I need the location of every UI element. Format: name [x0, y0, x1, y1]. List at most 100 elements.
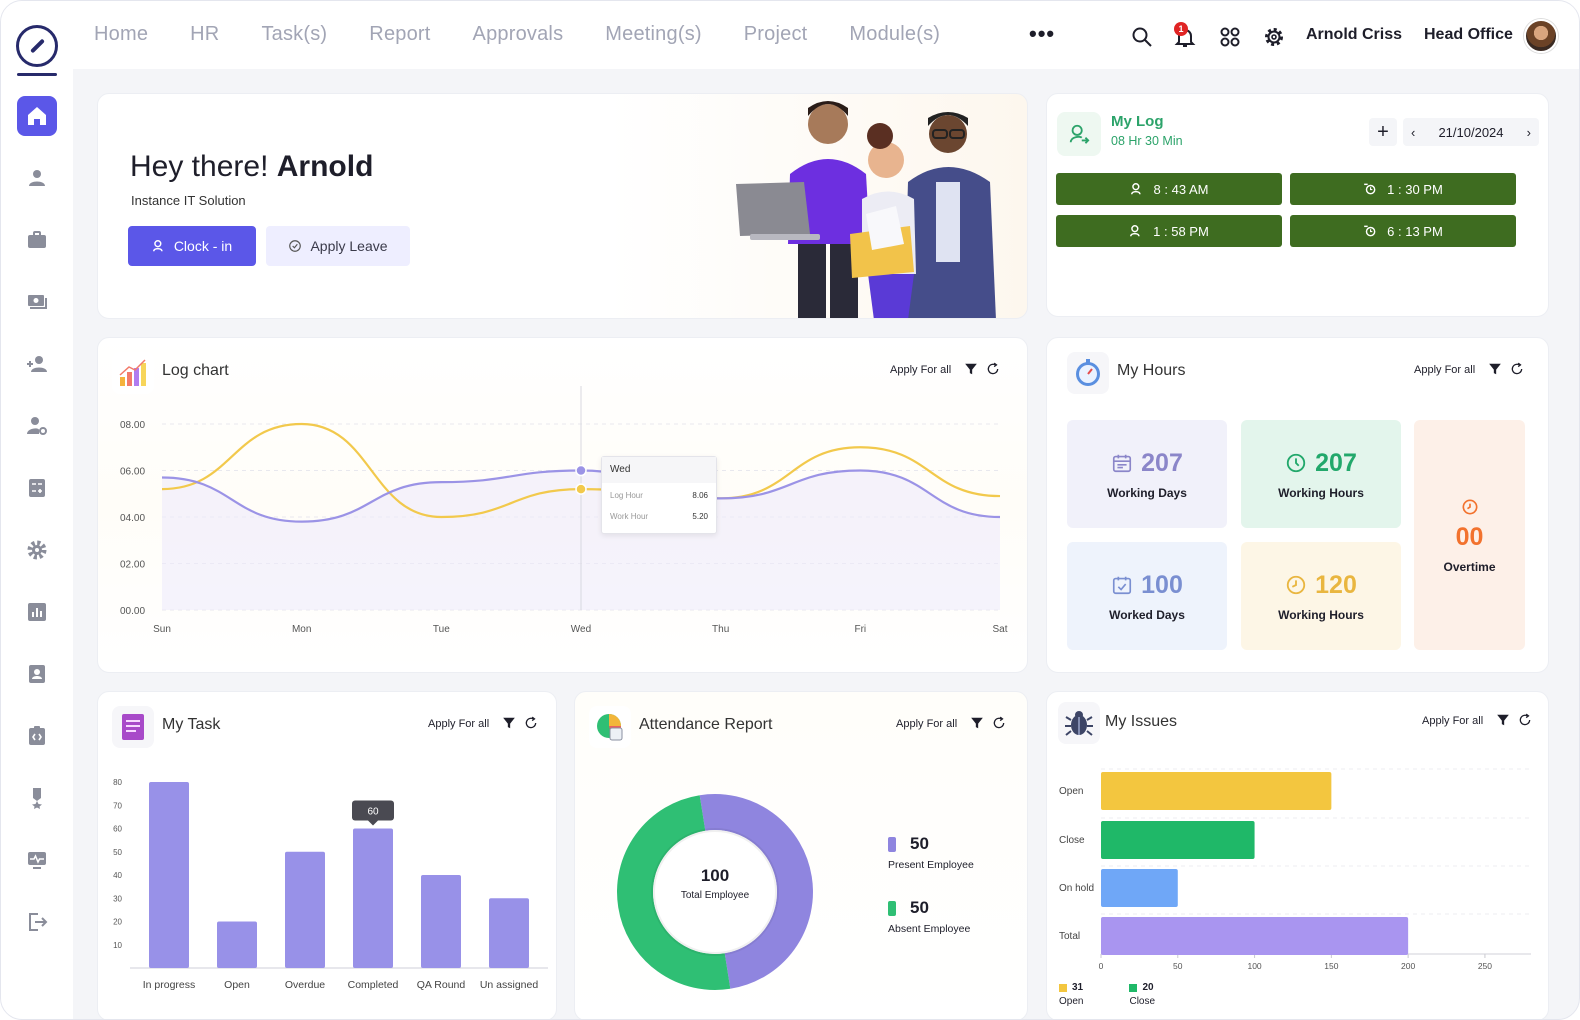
tooltip-day: Wed [602, 457, 716, 483]
calculator-icon[interactable] [17, 468, 57, 508]
present-value: 50 [910, 834, 929, 853]
my-log-card: My Log 08 Hr 30 Min + ‹ 21/10/2024 › 8 :… [1046, 93, 1549, 317]
leave-icon [289, 240, 302, 252]
filter-icon[interactable] [502, 716, 516, 730]
category-label: Close [1059, 835, 1085, 846]
nav-report[interactable]: Report [369, 23, 431, 45]
bar-chart-icon[interactable] [17, 592, 57, 632]
apply-for-all-button[interactable]: Apply For all [896, 718, 958, 730]
nav-modules[interactable]: Module(s) [849, 23, 941, 45]
x-tick-label: Fri [854, 624, 866, 635]
apps-grid-icon[interactable] [1218, 25, 1242, 49]
monitor-pulse-icon[interactable] [17, 840, 57, 880]
clock-out-icon [1364, 183, 1376, 195]
log-entry[interactable]: 8 : 43 AM [1056, 173, 1282, 205]
donut-hole-shadow [651, 828, 779, 956]
tile-number: 207 [1315, 448, 1357, 477]
apply-leave-button[interactable]: Apply Leave [266, 226, 410, 266]
my-issues-card: My Issues Apply For all 0 50 100 150 200 250 O… [1046, 691, 1549, 1019]
donut-slice [617, 795, 731, 990]
task-bar [217, 921, 257, 968]
issues-legend: 31 Open 20 Close [1059, 982, 1155, 1007]
overtime-tile: 00 Overtime [1414, 420, 1525, 650]
clock-in-button[interactable]: Clock - in [128, 226, 256, 266]
apply-for-all-button[interactable]: Apply For all [1414, 364, 1476, 376]
avatar[interactable] [1524, 19, 1558, 53]
log-entry[interactable]: 1 : 30 PM [1290, 173, 1516, 205]
log-entry-time: 8 : 43 AM [1153, 181, 1209, 197]
money-icon[interactable] [17, 282, 57, 322]
refresh-icon[interactable] [1518, 713, 1532, 727]
gear-icon[interactable] [17, 530, 57, 570]
office-selector[interactable]: Head Office [1424, 26, 1513, 43]
nav-approvals[interactable]: Approvals [472, 23, 564, 45]
logout-icon[interactable] [17, 902, 57, 942]
refresh-icon[interactable] [524, 716, 538, 730]
add-user-icon[interactable] [17, 344, 57, 384]
user-name[interactable]: Arnold Criss [1306, 26, 1403, 43]
more-menu-button[interactable]: ••• [1029, 21, 1056, 46]
apply-for-all-button[interactable]: Apply For all [890, 364, 952, 376]
nav-meetings[interactable]: Meeting(s) [605, 23, 702, 45]
user-settings-icon[interactable] [17, 406, 57, 446]
category-label: Overdue [285, 979, 325, 991]
x-tick-label: 100 [1247, 961, 1261, 971]
filter-icon[interactable] [1488, 362, 1502, 376]
apply-for-all-button[interactable]: Apply For all [428, 718, 490, 730]
legend-present: 50 Present Employee [888, 834, 974, 871]
overtime-clock-icon [1462, 499, 1477, 514]
issues-legend-close: 20 Close [1129, 982, 1155, 1007]
nav-hr[interactable]: HR [190, 23, 220, 45]
x-tick-label: 150 [1324, 961, 1338, 971]
code-clipboard-icon[interactable] [17, 716, 57, 756]
my-issues-title: My Issues [1105, 713, 1178, 730]
filter-icon[interactable] [964, 362, 978, 376]
refresh-icon[interactable] [1510, 362, 1524, 376]
filter-icon[interactable] [1496, 713, 1510, 727]
home-icon[interactable] [17, 96, 57, 136]
y-tick-label: 50 [113, 848, 122, 857]
nav-tasks[interactable]: Task(s) [261, 23, 328, 45]
chart-tooltip: Wed Log Hour 8.06 Work Hour 5.20 [601, 456, 717, 534]
user-icon[interactable] [17, 158, 57, 198]
bar-tooltip-arrow [368, 820, 378, 826]
log-duration: 08 Hr 30 Min [1111, 134, 1183, 148]
greeting-text: Hey there! [130, 150, 269, 183]
chevron-right-icon[interactable]: › [1526, 124, 1531, 140]
refresh-icon[interactable] [986, 362, 1000, 376]
task-bar [149, 782, 189, 968]
category-label: Open [224, 979, 250, 991]
contacts-icon[interactable] [17, 654, 57, 694]
tile-label: Working Days [1107, 485, 1187, 500]
tile-value: 120 [1285, 571, 1357, 600]
settings-gear-icon[interactable] [1262, 25, 1286, 49]
issues-legend-open: 31 Open [1059, 982, 1083, 1007]
tile-value: 207 [1111, 449, 1183, 478]
log-entry[interactable]: 6 : 13 PM [1290, 215, 1516, 247]
task-bar [285, 851, 325, 968]
add-log-button[interactable]: + [1369, 118, 1397, 146]
nav-home[interactable]: Home [94, 23, 149, 45]
briefcase-icon[interactable] [17, 220, 57, 260]
task-document-icon [112, 706, 154, 748]
my-hours-title: My Hours [1117, 362, 1186, 379]
compass-logo-icon[interactable] [16, 25, 58, 76]
category-label: In progress [143, 979, 196, 991]
date-picker[interactable]: ‹ 21/10/2024 › [1403, 118, 1539, 146]
clock-in-icon [1130, 183, 1141, 195]
refresh-icon[interactable] [992, 716, 1006, 730]
my-task-title: My Task [162, 716, 221, 733]
award-icon[interactable] [17, 778, 57, 818]
issue-bar [1101, 917, 1409, 955]
team-illustration [736, 101, 996, 318]
filter-icon[interactable] [970, 716, 984, 730]
legend-swatch [1059, 983, 1067, 992]
welcome-card: Hey there! Arnold Instance IT Solution C… [97, 93, 1028, 319]
nav-project[interactable]: Project [743, 23, 808, 45]
log-entry[interactable]: 1 : 58 PM [1056, 215, 1282, 247]
category-label: QA Round [417, 979, 466, 991]
tile-number: 00 [1455, 522, 1484, 551]
chevron-left-icon[interactable]: ‹ [1411, 124, 1416, 140]
search-icon[interactable] [1130, 25, 1154, 49]
apply-for-all-button[interactable]: Apply For all [1422, 715, 1484, 727]
